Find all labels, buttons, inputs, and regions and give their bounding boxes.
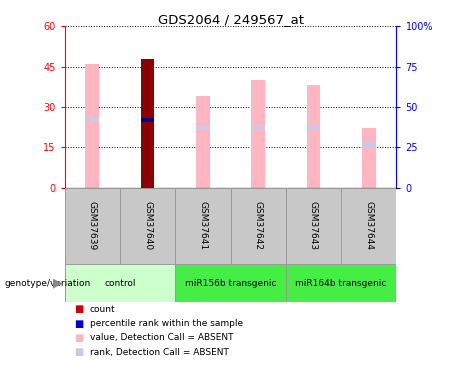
Text: ■: ■ — [74, 319, 83, 328]
Bar — [230, 188, 286, 264]
Bar — [141, 118, 154, 122]
Bar — [362, 128, 376, 188]
Bar — [175, 264, 286, 302]
Text: ▶: ▶ — [53, 277, 62, 290]
Text: miR164b transgenic: miR164b transgenic — [296, 279, 387, 288]
Bar — [65, 264, 175, 302]
Bar — [196, 96, 210, 188]
Bar — [362, 142, 376, 147]
Bar — [341, 188, 396, 264]
Text: GSM37644: GSM37644 — [364, 201, 373, 250]
Text: ■: ■ — [74, 333, 83, 343]
Text: rank, Detection Call = ABSENT: rank, Detection Call = ABSENT — [90, 348, 229, 357]
Text: value, Detection Call = ABSENT: value, Detection Call = ABSENT — [90, 333, 233, 342]
Bar — [307, 86, 320, 188]
Bar — [286, 264, 396, 302]
Bar — [196, 126, 210, 130]
Text: count: count — [90, 305, 116, 314]
Bar — [120, 188, 175, 264]
Text: GSM37640: GSM37640 — [143, 201, 152, 250]
Bar — [141, 58, 154, 188]
Text: miR156b transgenic: miR156b transgenic — [185, 279, 276, 288]
Text: GSM37643: GSM37643 — [309, 201, 318, 250]
Text: GDS2064 / 249567_at: GDS2064 / 249567_at — [158, 13, 303, 26]
Text: GSM37639: GSM37639 — [88, 201, 97, 250]
Bar — [307, 126, 320, 130]
Bar — [251, 80, 265, 188]
Text: ■: ■ — [74, 347, 83, 357]
Text: genotype/variation: genotype/variation — [5, 279, 91, 288]
Bar — [286, 188, 341, 264]
Text: control: control — [104, 279, 136, 288]
Text: percentile rank within the sample: percentile rank within the sample — [90, 319, 243, 328]
Bar — [251, 126, 265, 130]
Text: GSM37642: GSM37642 — [254, 201, 263, 250]
Bar — [65, 188, 120, 264]
Text: GSM37641: GSM37641 — [198, 201, 207, 250]
Bar — [175, 188, 230, 264]
Text: ■: ■ — [74, 304, 83, 314]
Bar — [85, 64, 99, 188]
Bar — [85, 118, 99, 122]
